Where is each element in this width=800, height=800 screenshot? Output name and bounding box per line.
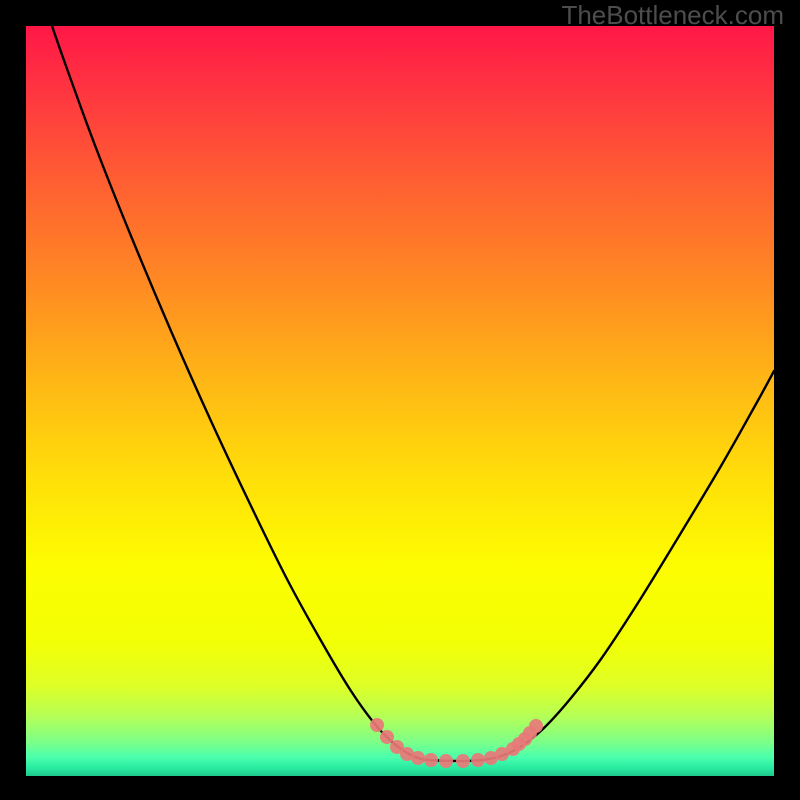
bottleneck-curve xyxy=(26,26,774,776)
chart-frame: TheBottleneck.com xyxy=(0,0,800,800)
plot-area xyxy=(26,26,774,776)
watermark-text: TheBottleneck.com xyxy=(561,0,784,31)
